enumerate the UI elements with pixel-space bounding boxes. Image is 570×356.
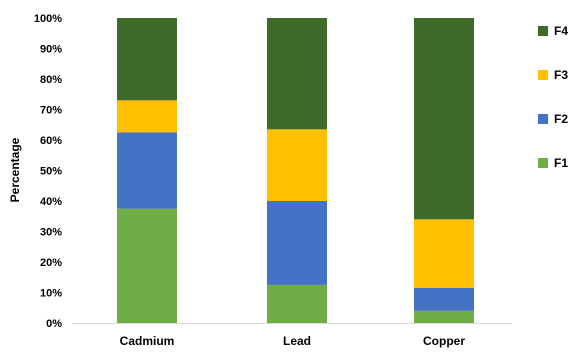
bar-segment-copper-f2 <box>414 287 474 311</box>
legend: F4 F3 F2 F1 <box>538 24 568 170</box>
legend-swatch <box>538 26 548 36</box>
legend-item-f4: F4 <box>538 24 568 38</box>
bar-segment-lead-f3 <box>267 129 327 201</box>
y-tick-label: 50% <box>40 166 62 178</box>
legend-label: F2 <box>554 112 568 126</box>
x-tick-label: Cadmium <box>120 334 175 348</box>
y-tick-label: 70% <box>40 105 62 117</box>
y-tick-label: 100% <box>34 13 62 25</box>
bar-segment-copper-f3 <box>414 219 474 288</box>
bar-segment-copper-f1 <box>414 310 474 323</box>
y-tick-label: 30% <box>40 227 62 239</box>
legend-label: F3 <box>554 68 568 82</box>
y-tick-label: 90% <box>40 44 62 56</box>
y-tick-label: 10% <box>40 288 62 300</box>
bar-segment-cadmium-f4 <box>117 18 177 101</box>
x-tick-labels: Cadmium Lead Copper <box>120 334 466 348</box>
bar-segment-cadmium-f3 <box>117 100 177 133</box>
y-tick-labels: 0% 10% 20% 30% 40% 50% 60% 70% 80% 90% 100% <box>34 13 62 330</box>
y-tick-label: 20% <box>40 257 62 269</box>
bar-segment-copper-f4 <box>414 18 474 220</box>
y-tick-label: 60% <box>40 135 62 147</box>
legend-swatch <box>538 158 548 168</box>
legend-item-f2: F2 <box>538 112 568 126</box>
x-tick-label: Lead <box>283 334 311 348</box>
x-tick-label: Copper <box>423 334 465 348</box>
y-axis-title-group: Percentage <box>8 137 22 202</box>
bar-segment-cadmium-f1 <box>117 208 177 323</box>
legend-item-f1: F1 <box>538 156 568 170</box>
legend-item-f3: F3 <box>538 68 568 82</box>
bar-segment-cadmium-f2 <box>117 132 177 209</box>
bars <box>117 18 474 323</box>
y-axis-title: Percentage <box>8 137 22 202</box>
legend-label: F1 <box>554 156 568 170</box>
legend-swatch <box>538 70 548 80</box>
legend-label: F4 <box>554 24 568 38</box>
y-tick-label: 0% <box>46 318 62 330</box>
legend-swatch <box>538 114 548 124</box>
y-tick-label: 40% <box>40 196 62 208</box>
bar-segment-lead-f2 <box>267 201 327 285</box>
y-tick-label: 80% <box>40 74 62 86</box>
bar-segment-lead-f4 <box>267 18 327 130</box>
bar-segment-lead-f1 <box>267 284 327 323</box>
